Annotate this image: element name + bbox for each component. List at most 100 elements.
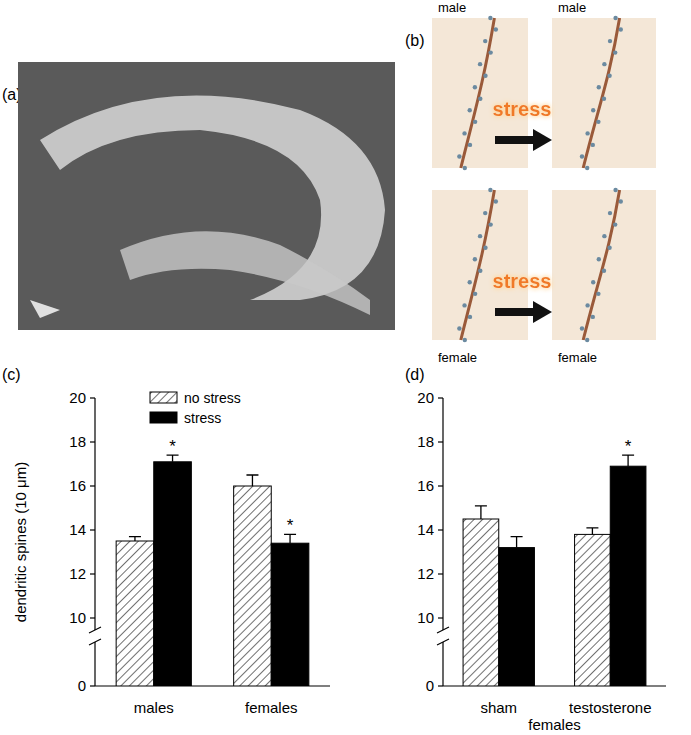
spine: [602, 269, 606, 273]
spine: [585, 303, 589, 307]
error-bar: [475, 506, 487, 519]
bar: [116, 541, 154, 686]
spine: [494, 27, 498, 31]
spine: [608, 39, 612, 43]
spine: [613, 50, 617, 54]
y-tick-label: 20: [69, 389, 86, 406]
spine: [483, 39, 487, 43]
y-tick: [438, 441, 443, 442]
bars: [463, 455, 646, 686]
x-tick-label: testosterone: [569, 699, 652, 716]
y-tick-label: 12: [69, 565, 86, 582]
micrograph-row: [432, 16, 656, 170]
spine: [473, 85, 477, 89]
spine: [488, 50, 492, 54]
spine: [607, 73, 611, 77]
x-axis-label: females: [528, 716, 581, 733]
dendrite: [583, 190, 619, 340]
bar: [575, 534, 611, 686]
spine: [585, 338, 589, 342]
micrograph-panel: [552, 18, 656, 168]
y-tick-label: 16: [417, 477, 434, 494]
error-bar: [622, 455, 634, 466]
error-bar: [284, 534, 296, 543]
legend-label: no stress: [184, 390, 241, 406]
y-tick: [90, 617, 95, 618]
spine: [478, 97, 482, 101]
spine: [478, 234, 482, 238]
y-axis: [94, 398, 95, 630]
spine: [488, 16, 492, 20]
arrow-head: [533, 129, 552, 151]
spine: [580, 154, 584, 158]
bar: [499, 548, 535, 686]
bars: [116, 455, 309, 686]
y-tick: [90, 397, 95, 398]
axis-break: [437, 639, 449, 645]
y-axis: [442, 398, 443, 630]
tissue-spot: [30, 300, 60, 318]
legend-label: stress: [184, 410, 221, 426]
spine: [591, 108, 595, 112]
micrograph-a: [18, 62, 395, 330]
spine: [483, 211, 487, 215]
spine: [602, 62, 606, 66]
spine: [457, 154, 461, 158]
spine: [462, 303, 466, 307]
significance-label: *: [169, 437, 176, 456]
x-tick-label: sham: [480, 699, 517, 716]
spine: [463, 338, 467, 342]
image-label: male: [438, 0, 466, 15]
micrograph-bg: [18, 62, 395, 330]
bar-chart: (c)0101214161820dendritic spines (10 μm)…: [2, 366, 330, 716]
spine: [591, 143, 595, 147]
spine: [494, 199, 498, 203]
spine: [591, 280, 595, 284]
y-tick-label: 18: [69, 433, 86, 450]
spine: [613, 188, 617, 192]
bar-chart: (d)0101214161820*shamtestosteronefemales: [405, 366, 666, 733]
spine: [463, 166, 467, 170]
legend: no stress stress: [150, 390, 241, 426]
spine: [478, 62, 482, 66]
bar: [154, 462, 192, 686]
spine: [473, 292, 477, 296]
image-label: female: [558, 350, 597, 365]
y-tick-label: 20: [417, 389, 434, 406]
axis-break: [437, 627, 449, 633]
axis-break: [89, 639, 101, 645]
spine: [596, 292, 600, 296]
spine: [468, 143, 472, 147]
y-tick: [90, 485, 95, 486]
arrow-head: [533, 301, 552, 323]
tissue-band: [120, 231, 370, 315]
y-tick: [90, 685, 95, 686]
spine: [607, 245, 611, 249]
y-tick: [438, 573, 443, 574]
spine: [488, 188, 492, 192]
bar: [463, 519, 499, 686]
bar: [234, 486, 272, 686]
x-tick-label: males: [134, 699, 174, 716]
spine: [473, 120, 477, 124]
arrow-shaft: [495, 136, 535, 144]
panel-label: (d): [405, 366, 425, 383]
spine: [585, 131, 589, 135]
spine: [602, 234, 606, 238]
y-tick: [438, 397, 443, 398]
spine: [619, 199, 623, 203]
y-tick: [90, 529, 95, 530]
legend-swatch: [150, 412, 177, 423]
significance-label: *: [625, 437, 632, 456]
spine: [478, 269, 482, 273]
y-tick-label: 14: [417, 521, 434, 538]
y-axis-label: dendritic spines (10 μm): [12, 462, 29, 622]
dendrite: [461, 190, 495, 340]
error-bar: [586, 528, 598, 535]
spine: [608, 211, 612, 215]
micrograph-row: [432, 188, 656, 342]
spine: [580, 326, 584, 330]
bar: [610, 466, 646, 686]
image-label: male: [558, 0, 586, 15]
spine: [597, 257, 601, 261]
